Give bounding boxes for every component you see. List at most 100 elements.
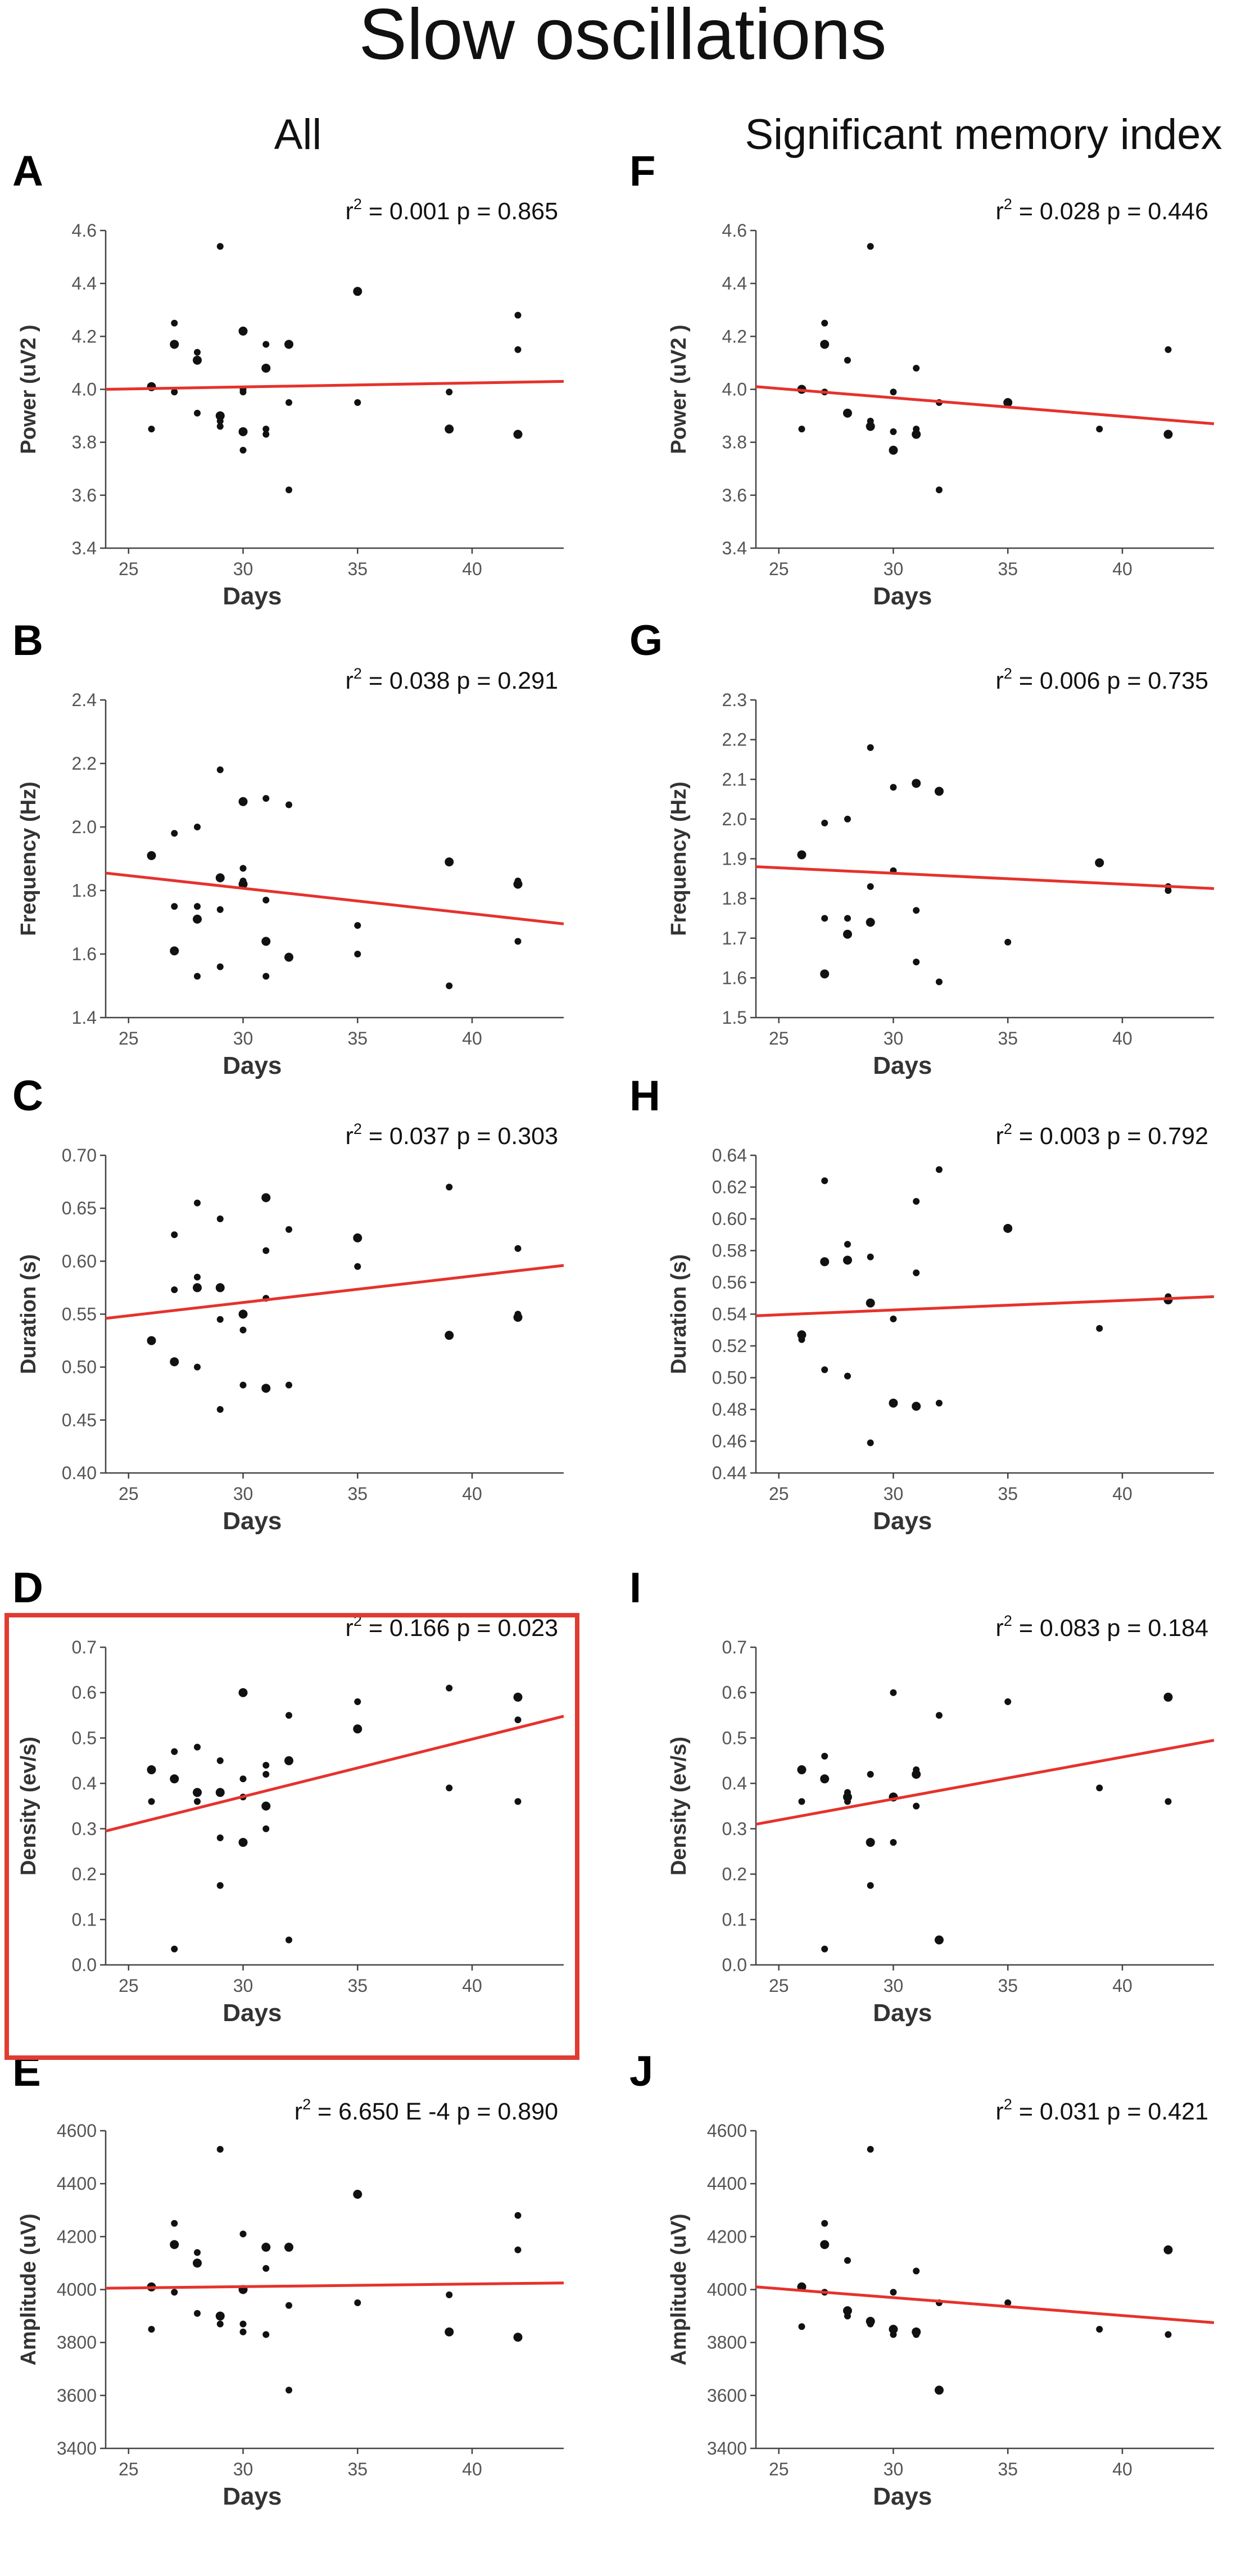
data-point (514, 346, 522, 353)
data-point (216, 243, 224, 250)
chart-panel-g: Gr2 = 0.006 p = 0.735 1.5 1.6 1.7 1.8 1.9 2.0 2… (629, 617, 1215, 1079)
stats-label: r2 = 0.166 p = 0.023 (346, 1612, 558, 1642)
data-point (821, 1752, 828, 1760)
y-tick-label: 4200 (57, 2226, 97, 2247)
data-point (262, 1771, 270, 1778)
data-point (936, 486, 943, 494)
data-point (843, 408, 852, 418)
data-point (194, 1798, 201, 1805)
data-point (170, 2240, 179, 2249)
data-point (216, 418, 224, 424)
x-tick-label: 25 (769, 559, 789, 579)
y-axis-label: Frequency (Hz) (667, 781, 691, 936)
data-point (514, 311, 522, 319)
data-point (866, 422, 875, 431)
y-tick-label: 0.7 (72, 1637, 97, 1657)
data-point (936, 1399, 943, 1407)
panel-letter: F (629, 147, 655, 195)
data-point (1096, 2326, 1103, 2333)
y-tick-label: 3.6 (72, 485, 97, 505)
stats-value: = 6.650 E -4 p = 0.890 (311, 2098, 558, 2125)
y-tick-label: 4600 (707, 2121, 747, 2141)
y-tick-label: 0.5 (72, 1728, 97, 1748)
x-axis-label: Days (873, 1052, 932, 1079)
x-tick-label: 25 (119, 1976, 139, 1996)
data-point (514, 2246, 522, 2253)
regression-line (755, 865, 1215, 890)
data-point (890, 1315, 897, 1322)
x-tick-label: 25 (769, 1976, 789, 1996)
data-point (866, 1298, 875, 1308)
y-tick-label: 0.65 (62, 1198, 97, 1218)
data-point (1095, 858, 1104, 867)
data-point (239, 2328, 247, 2335)
data-point (936, 1712, 943, 1719)
data-point (867, 744, 874, 751)
data-point (446, 1784, 453, 1792)
x-tick-label: 30 (883, 559, 904, 579)
data-point (171, 1748, 178, 1755)
data-point (216, 766, 224, 774)
x-tick-label: 25 (769, 1484, 789, 1504)
data-point (286, 2302, 292, 2309)
x-tick-label: 25 (119, 559, 139, 579)
data-point (194, 1273, 201, 1281)
x-tick-label: 35 (998, 1976, 1018, 1996)
x-axis-label: Days (873, 1507, 932, 1535)
data-point (353, 1724, 363, 1734)
data-point (913, 959, 920, 966)
regression-line (755, 1739, 1215, 1826)
data-point (1165, 1798, 1172, 1805)
x-tick-label: 30 (233, 1028, 253, 1049)
x-axis-label: Days (223, 582, 282, 610)
data-point (890, 1839, 897, 1846)
panel-letter: D (12, 1564, 43, 1612)
data-point (238, 326, 248, 336)
y-tick-label: 4.2 (722, 326, 747, 346)
data-point (445, 2327, 454, 2337)
stats-value: = 0.001 p = 0.865 (362, 198, 558, 225)
data-point (216, 906, 224, 913)
y-tick-label: 3800 (57, 2333, 97, 2353)
data-point (867, 2320, 874, 2328)
data-point (821, 1177, 828, 1185)
data-point (284, 1756, 293, 1765)
y-tick-label: 1.6 (722, 968, 747, 988)
y-axis-label: Duration (s) (17, 1254, 40, 1374)
x-tick-label: 35 (347, 1484, 368, 1504)
data-point (215, 873, 225, 883)
data-point (353, 287, 363, 296)
data-point (913, 364, 920, 372)
data-point (239, 865, 247, 872)
y-tick-label: 3400 (57, 2438, 97, 2459)
data-point (912, 779, 921, 788)
data-point (284, 952, 293, 962)
y-tick-label: 2.4 (72, 690, 97, 710)
data-point (821, 915, 828, 922)
data-point (913, 1197, 920, 1205)
data-point (844, 1241, 851, 1248)
data-point (867, 1253, 874, 1260)
data-point (286, 1936, 292, 1944)
data-point (262, 896, 270, 903)
x-tick-label: 30 (233, 1976, 253, 1996)
data-point (844, 356, 851, 364)
regression-line (105, 871, 564, 925)
data-point (867, 1882, 874, 1889)
data-point (193, 2258, 202, 2268)
y-axis-label: Duration (s) (667, 1254, 691, 1374)
data-point (1165, 346, 1172, 353)
x-tick-label: 35 (347, 1028, 368, 1049)
y-tick-label: 0.0 (72, 1955, 97, 1975)
data-point (913, 2331, 920, 2338)
y-tick-label: 1.4 (72, 1007, 97, 1028)
y-tick-label: 1.8 (72, 880, 97, 901)
data-point (513, 430, 523, 439)
y-tick-label: 4.6 (72, 220, 97, 241)
data-point (286, 399, 292, 406)
y-tick-label: 0.60 (712, 1209, 747, 1229)
data-point (194, 973, 201, 980)
data-point (262, 1247, 270, 1254)
regression-line (755, 2285, 1215, 2324)
data-point (171, 903, 178, 910)
